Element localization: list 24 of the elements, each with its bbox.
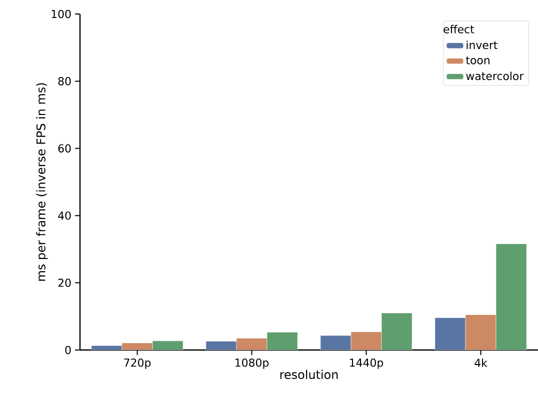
y-tick-label: 60 xyxy=(58,144,71,153)
bar xyxy=(350,332,382,350)
bar xyxy=(496,244,527,350)
bar xyxy=(381,312,412,350)
y-tick-label: 0 xyxy=(65,346,71,354)
y-tick-label: 20 xyxy=(58,278,71,287)
bar xyxy=(465,314,496,350)
bar xyxy=(434,318,466,350)
x-tick-label: 720p xyxy=(124,358,151,369)
x-axis-title: resolution xyxy=(280,370,338,380)
x-tick-label: 4k xyxy=(474,358,488,367)
legend-title: effect xyxy=(444,24,474,34)
x-tick-label: 1440p xyxy=(350,358,384,369)
bar xyxy=(320,335,352,350)
y-tick-label: 40 xyxy=(58,211,71,220)
bar xyxy=(236,338,268,350)
legend-label: watercolor xyxy=(466,72,524,80)
x-tick-label: 1080p xyxy=(236,358,269,369)
legend-label: invert xyxy=(466,40,498,50)
y-tick-label: 100 xyxy=(52,10,71,18)
y-tick-label: 80 xyxy=(58,77,71,86)
legend-label: toon xyxy=(466,56,490,64)
bar xyxy=(266,332,298,350)
y-axis-title: ms per frame (inverse FPS in ms) xyxy=(36,83,48,281)
